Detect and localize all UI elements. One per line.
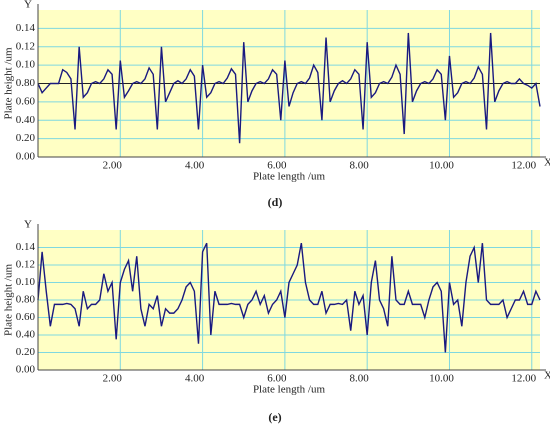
y-tick-label: 0.80 — [16, 77, 36, 89]
y-axis-label: Plate height /um — [3, 264, 15, 337]
data-line — [37, 32, 541, 144]
x-tick-label: 4.00 — [185, 160, 205, 172]
x-tick-label: 12.00 — [511, 160, 536, 172]
x-tick-label: 10.00 — [429, 160, 454, 172]
x-axis-label: Plate length /um — [253, 384, 326, 396]
y-axis-symbol: Y — [24, 219, 32, 231]
y-tick-label: 0.00 — [16, 364, 36, 376]
x-tick-label: 10.00 — [429, 373, 454, 385]
x-tick-label: 6.00 — [267, 160, 287, 172]
x-axis-symbol: X — [544, 370, 550, 382]
y-axis-label: Plate height /um — [3, 47, 15, 120]
x-tick-label: 6.00 — [267, 373, 287, 385]
x-tick-label: 8.00 — [350, 160, 370, 172]
chart: 0.00 0.20 0.40 0.60 0.80 0.10 0.12 0.14 2.00 4.00… — [3, 0, 550, 209]
y-tick-label: 0.12 — [16, 40, 35, 52]
y-tick-label: 0.14 — [16, 22, 36, 34]
x-tick-label: 8.00 — [350, 373, 370, 385]
x-tick-label: 12.00 — [511, 373, 536, 385]
y-tick-label: 0.40 — [16, 114, 36, 126]
y-axis-symbol: Y — [24, 0, 32, 11]
x-tick-label: 2.00 — [103, 373, 123, 385]
chart: 0.00 0.20 0.40 0.60 0.80 0.10 0.12 0.14 2.00 4.00… — [3, 219, 550, 424]
y-tick-label: 0.10 — [16, 276, 36, 288]
x-axis-label: Plate length /um — [253, 171, 326, 183]
caption: (d) — [268, 195, 283, 209]
caption: (e) — [268, 410, 281, 424]
x-tick-label: 2.00 — [103, 160, 123, 172]
y-tick-label: 0.40 — [16, 329, 36, 341]
y-tick-label: 0.60 — [16, 311, 36, 323]
y-tick-label: 0.14 — [16, 241, 36, 253]
y-tick-label: 0.12 — [16, 259, 35, 271]
y-tick-label: 0.60 — [16, 95, 36, 107]
y-tick-label: 0.20 — [16, 346, 36, 358]
x-tick-label: 4.00 — [185, 373, 205, 385]
data-line — [37, 242, 541, 353]
y-tick-label: 0.20 — [16, 132, 36, 144]
x-axis-symbol: X — [544, 157, 550, 169]
y-tick-label: 0.00 — [16, 151, 36, 163]
y-tick-label: 0.80 — [16, 294, 36, 306]
y-tick-label: 0.10 — [16, 59, 36, 71]
